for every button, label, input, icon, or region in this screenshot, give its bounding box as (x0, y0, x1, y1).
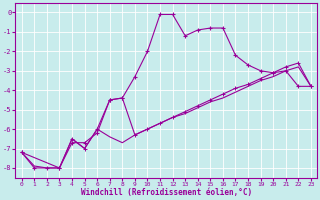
X-axis label: Windchill (Refroidissement éolien,°C): Windchill (Refroidissement éolien,°C) (81, 188, 252, 197)
